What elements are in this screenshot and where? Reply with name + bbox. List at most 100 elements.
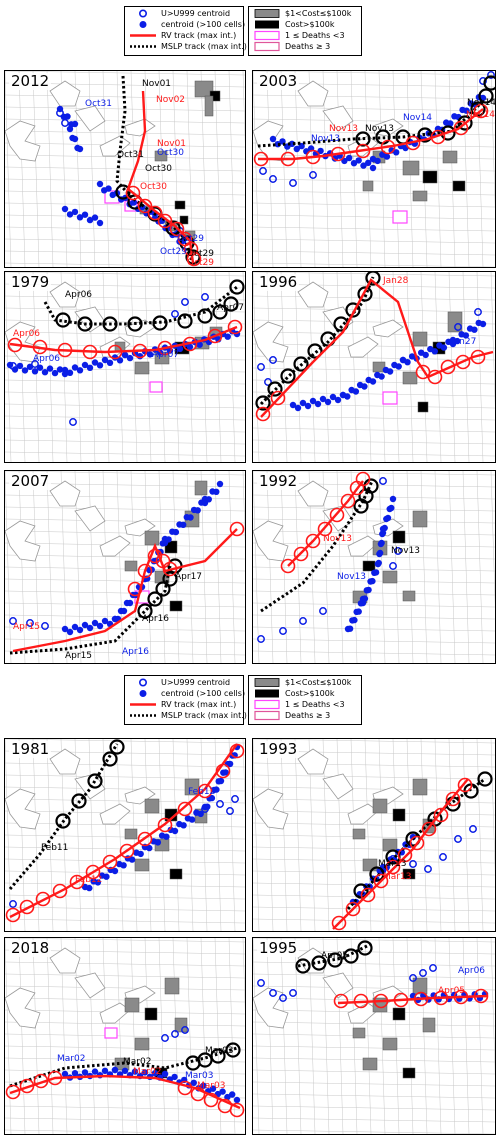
rv-track-marker	[162, 561, 178, 577]
county-boundary	[336, 938, 344, 1134]
panel-year: 2018	[9, 939, 52, 957]
map-canvas: Jan28 Jan27	[253, 272, 495, 462]
county-boundary	[5, 307, 245, 313]
u999-centroid-marker	[201, 293, 209, 301]
u999-centroid-marker	[394, 547, 402, 555]
county-boundary	[200, 739, 208, 931]
u999-centroid-marker	[264, 378, 272, 386]
county-patch	[402, 868, 416, 880]
centroid-marker	[289, 401, 297, 409]
centroid-marker	[334, 396, 342, 404]
centroid-marker	[351, 616, 358, 624]
lake-outline	[297, 281, 329, 308]
centroid-marker	[111, 867, 119, 875]
county-patch	[124, 828, 138, 840]
track-date-label: Nov13	[323, 534, 352, 544]
mslp-track-marker	[440, 125, 456, 141]
county-patch	[174, 1017, 188, 1033]
mslp-track	[43, 285, 238, 326]
rv-track-marker	[85, 864, 101, 880]
county-boundary	[378, 471, 386, 663]
rv-track-marker	[317, 521, 333, 537]
county-boundary	[253, 214, 495, 220]
county-boundary	[5, 918, 245, 924]
rv-track-marker	[360, 887, 376, 903]
lake-outline	[253, 788, 289, 830]
legend-label: RV track (max int.)	[161, 700, 237, 709]
county-boundary	[336, 272, 344, 462]
county-boundary	[32, 471, 40, 663]
county-patch	[352, 1027, 366, 1039]
u999-centroid-marker	[269, 175, 277, 183]
county-boundary	[172, 739, 180, 931]
rv-track-marker	[102, 854, 118, 870]
lake-outline	[297, 80, 329, 107]
county-boundary	[253, 638, 495, 644]
county-boundary	[253, 262, 495, 267]
u999-centroid-marker	[9, 362, 17, 370]
u999-centroid-marker	[409, 974, 417, 982]
centroid-marker	[86, 624, 94, 632]
centroid-marker	[128, 856, 136, 863]
county-patch	[149, 381, 163, 393]
mslp-track-marker	[147, 591, 163, 607]
county-boundary	[253, 590, 495, 596]
county-patch	[402, 1067, 416, 1079]
centroid-marker	[130, 199, 137, 206]
mslp-track-marker	[152, 315, 168, 331]
county-boundary	[253, 906, 495, 912]
county-boundary	[406, 272, 414, 462]
county-boundary	[350, 272, 358, 462]
rv-track-marker	[353, 993, 369, 1009]
county-boundary	[350, 471, 358, 663]
u999-centroid-marker	[257, 979, 265, 987]
centroid-marker	[136, 353, 144, 360]
panel-year: 2007	[9, 472, 52, 490]
rv-track-marker	[125, 185, 141, 201]
track-date-label: Nov13	[329, 124, 358, 134]
county-boundary	[32, 739, 40, 931]
county-boundary	[242, 471, 245, 544]
county-patch	[392, 530, 406, 544]
lake-outline	[297, 748, 329, 775]
county-boundary	[490, 71, 495, 210]
county-boundary	[253, 530, 495, 536]
county-boundary	[5, 71, 12, 267]
county-patch	[447, 311, 463, 333]
legend-mslp-track-row: MSLP track (max int.)	[125, 41, 247, 52]
centroid-marker	[151, 1070, 159, 1077]
map-panel-1993: Mar13 Mar13 1993	[252, 738, 496, 932]
county-patch	[124, 997, 140, 1013]
county-boundary	[5, 214, 245, 220]
county-boundary	[102, 471, 110, 663]
rv-track-marker	[453, 989, 469, 1005]
county-boundary	[46, 739, 54, 931]
rv-track-marker	[405, 135, 421, 151]
centroid-marker	[346, 154, 353, 162]
legend-cost-row: Cost>$100k	[249, 688, 361, 699]
track-date-label: Nov13	[337, 572, 366, 582]
legend-label: 1 ≤ Deaths <3	[285, 31, 345, 40]
centroid-marker	[374, 157, 381, 165]
centroid-marker	[81, 361, 89, 369]
track-date-label: Apr07	[152, 350, 179, 360]
county-boundary	[392, 739, 400, 931]
centroid-marker	[91, 619, 99, 627]
mslp-track	[8, 743, 119, 890]
county-boundary	[420, 938, 428, 1134]
county-patch	[412, 510, 428, 528]
centroid-marker	[314, 400, 322, 408]
rv-track-marker	[169, 221, 185, 237]
centroid-marker	[146, 844, 153, 852]
rv-track-marker	[333, 993, 349, 1009]
county-boundary	[200, 272, 208, 462]
legend-cost-row: $1<Cost≤$100k	[249, 8, 361, 19]
county-boundary	[253, 190, 495, 196]
rv-track-marker	[355, 143, 371, 159]
county-boundary	[253, 238, 495, 244]
county-boundary	[364, 272, 372, 462]
mslp-track-marker	[197, 1052, 213, 1068]
lake-outline	[99, 1002, 131, 1024]
mslp-track-marker	[357, 940, 373, 956]
centroid-marker	[131, 1068, 139, 1075]
